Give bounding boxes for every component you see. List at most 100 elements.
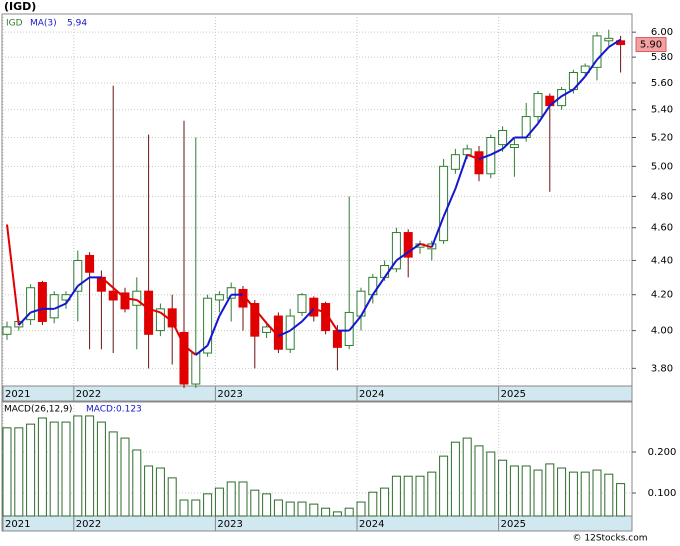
macd-bar xyxy=(568,471,578,517)
macd-bar xyxy=(26,423,36,517)
candle-body xyxy=(391,232,401,270)
candle-body xyxy=(380,264,390,278)
ma-segment xyxy=(124,297,137,301)
macd-bar xyxy=(262,493,272,517)
macd-bar xyxy=(108,431,118,517)
macd-bar xyxy=(309,503,319,517)
x-tick-label: 2021 xyxy=(5,519,30,530)
x-tick-label: 2021 xyxy=(5,389,30,400)
macd-bar xyxy=(132,449,142,517)
ma-segment xyxy=(254,308,268,324)
candle-body xyxy=(120,292,130,310)
macd-bar xyxy=(14,427,24,517)
macd-bar xyxy=(203,493,213,517)
y-tick-label: 3.80 xyxy=(651,363,673,374)
x-tick-label: 2025 xyxy=(501,519,526,530)
candle-body xyxy=(108,290,118,301)
macd-bar xyxy=(474,445,484,517)
y-tick-label: 5.80 xyxy=(651,52,673,63)
ma-segment xyxy=(112,286,126,299)
candle-body xyxy=(167,308,177,328)
ma-segment xyxy=(136,299,150,310)
macd-bar xyxy=(450,441,460,517)
y-tick-label: 4.40 xyxy=(651,255,673,266)
candle-body xyxy=(250,303,260,337)
ma-segment xyxy=(430,216,445,248)
ma-segment xyxy=(171,321,185,346)
x-tick-label: 2024 xyxy=(359,389,384,400)
ma-segment xyxy=(371,276,386,296)
ma-segment xyxy=(419,242,433,249)
legend-macd: MACD(26,12,9) xyxy=(4,405,72,415)
macd-bar xyxy=(356,501,366,517)
ma-segment xyxy=(360,294,374,317)
ma-segment xyxy=(478,153,492,160)
ma-segment xyxy=(454,154,469,190)
ma-segment xyxy=(301,308,315,323)
ma-segment xyxy=(6,224,20,326)
candle-body xyxy=(462,148,472,156)
macd-bar xyxy=(321,507,331,517)
ma-segment xyxy=(324,311,339,332)
ma-segment xyxy=(584,59,598,77)
macd-bar xyxy=(250,489,260,517)
x-tick-label: 2022 xyxy=(76,389,101,400)
ma-segment xyxy=(596,46,610,61)
x-tick-label: 2023 xyxy=(217,389,242,400)
candle-body xyxy=(26,287,36,321)
ma-segment xyxy=(77,276,91,287)
ma-segment xyxy=(218,294,233,317)
candle-body xyxy=(49,294,59,319)
macd-bar xyxy=(155,467,165,517)
candle-body xyxy=(450,154,460,170)
ma-segment xyxy=(407,243,421,253)
macd-bar xyxy=(73,415,83,517)
macd-bar xyxy=(521,465,531,517)
candle-body xyxy=(262,326,272,333)
ma-segment xyxy=(525,122,539,139)
macd-bar xyxy=(167,477,177,517)
macd-bar xyxy=(427,471,437,517)
ma-segment xyxy=(466,153,480,160)
y-tick-label: 5.60 xyxy=(651,78,673,89)
macd-bar xyxy=(273,499,283,517)
macd-bar xyxy=(545,463,555,517)
y-tick-label: 5.20 xyxy=(651,132,673,143)
candle-body xyxy=(179,331,189,385)
macd-bar xyxy=(533,469,543,517)
macd-bar xyxy=(37,417,47,517)
macd-bar xyxy=(557,467,567,517)
chart-title: (IGD) xyxy=(4,0,36,13)
ma-segment xyxy=(549,95,563,107)
ma-segment xyxy=(30,307,43,314)
macd-bar xyxy=(226,481,236,517)
macd-bar xyxy=(144,465,154,517)
macd-bar xyxy=(297,501,307,517)
candle-body xyxy=(344,311,354,346)
macd-bar xyxy=(285,501,295,517)
legend-macd-value: MACD:0.123 xyxy=(86,405,142,415)
x-tick-label: 2022 xyxy=(76,519,101,530)
x-tick-label: 2024 xyxy=(359,519,384,530)
price-tag xyxy=(635,37,667,53)
macd-bar xyxy=(238,481,248,517)
macd-bar xyxy=(61,421,71,517)
macd-bar xyxy=(120,437,130,517)
candle-body xyxy=(132,290,142,306)
ma-segment xyxy=(395,251,409,262)
macd-bar xyxy=(2,427,12,517)
legend-symbol: IGD xyxy=(6,19,23,29)
ma-segment xyxy=(501,136,516,150)
y-tick-label: 4.80 xyxy=(651,191,673,202)
ma-segment xyxy=(18,311,32,326)
candle-body xyxy=(592,35,602,68)
y-tick-label: 5.40 xyxy=(651,105,673,116)
macd-bar xyxy=(509,465,519,517)
y-tick-label: 4.20 xyxy=(651,290,673,301)
macd-bar xyxy=(403,475,413,517)
candle-body xyxy=(604,37,614,42)
macd-bar xyxy=(179,499,189,517)
x-tick-label: 2023 xyxy=(217,519,242,530)
candle-body xyxy=(309,297,319,317)
macd-bar xyxy=(214,487,224,517)
